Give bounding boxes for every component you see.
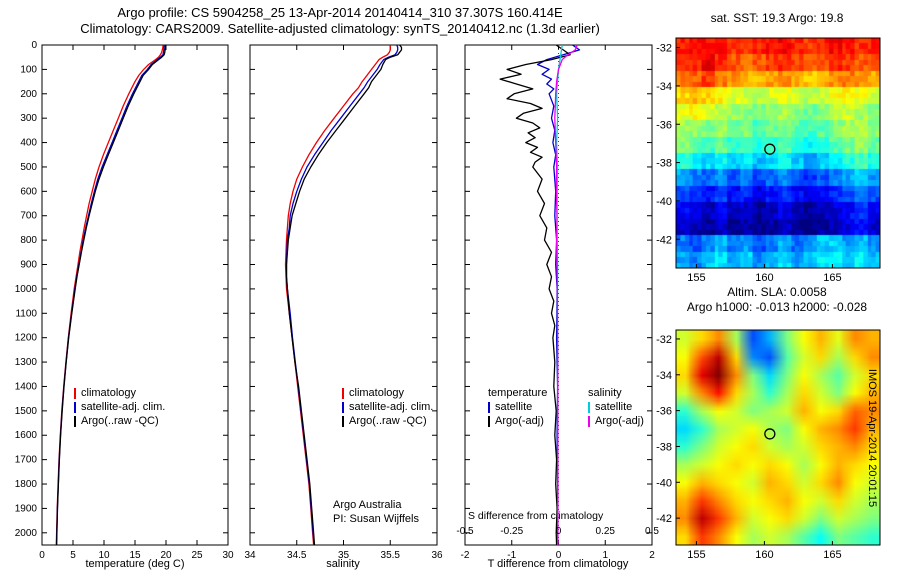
- svg-text:1200: 1200: [15, 333, 38, 344]
- svg-text:-34: -34: [656, 370, 672, 382]
- legend-label-satellite-adj: satellite-adj. clim.: [81, 401, 166, 413]
- s-difference-axis-label: S difference from climatology: [468, 510, 604, 522]
- sla-heatmap-canvas: [676, 330, 880, 545]
- difference_profile-series-temperature-argoadj: [499, 44, 571, 546]
- difference-panel-temperature-legend: temperature satellite Argo(-adj): [488, 386, 547, 428]
- temperature-panel-legend: climatology satellite-adj. clim. Argo(..…: [74, 386, 165, 428]
- svg-text:500: 500: [20, 162, 37, 173]
- svg-text:1500: 1500: [15, 406, 38, 417]
- temperature-axis-label: temperature (deg C): [85, 558, 185, 570]
- svg-text:160: 160: [755, 549, 773, 561]
- svg-text:1400: 1400: [15, 381, 38, 392]
- sla-map-title-line1: Altim. SLA: 0.0058: [727, 285, 827, 299]
- svg-text:-38: -38: [656, 441, 672, 453]
- t-difference-axis-label: T difference from climatology: [487, 558, 629, 570]
- svg-text:1100: 1100: [15, 308, 37, 319]
- svg-text:0: 0: [556, 526, 562, 537]
- svg-text:2000: 2000: [15, 528, 38, 539]
- difference_profile-series-temperature-satellite: [536, 44, 581, 545]
- svg-text:1300: 1300: [15, 357, 38, 368]
- svg-text:900: 900: [20, 260, 37, 271]
- svg-text:0: 0: [31, 40, 37, 51]
- svg-text:1900: 1900: [15, 503, 38, 514]
- legend-label-satellite-s: satellite: [595, 401, 633, 413]
- svg-text:1800: 1800: [15, 479, 38, 490]
- sst-heatmap-canvas: [676, 38, 880, 268]
- legend-label-climatology: climatology: [81, 387, 137, 399]
- imos-timestamp-text: IMOS 19-Apr-2014 20:01:15: [866, 368, 878, 508]
- svg-text:100: 100: [20, 64, 37, 75]
- svg-text:600: 600: [20, 186, 37, 197]
- svg-text:-42: -42: [656, 513, 672, 525]
- satellite-tdiff-swatch: [488, 401, 490, 413]
- figure-title-line2: Climatology: CARS2009. Satellite-adjuste…: [80, 21, 600, 36]
- svg-text:700: 700: [20, 211, 37, 222]
- difference-panel-salinity-legend: salinity satellite Argo(-adj): [588, 386, 644, 428]
- legend-label-argo-s: Argo(-adj): [595, 415, 644, 427]
- temperature_profile-panel: [41, 44, 229, 546]
- svg-text:0.25: 0.25: [596, 526, 616, 537]
- difference_profile-panel: [464, 44, 653, 546]
- sla-map-title-line2: Argo h1000: -0.013 h2000: -0.028: [686, 300, 868, 314]
- svg-text:200: 200: [20, 89, 37, 100]
- svg-text:-40: -40: [656, 196, 672, 208]
- svg-text:155: 155: [687, 272, 705, 284]
- svg-text:-42: -42: [656, 234, 672, 246]
- salinity_profile-series-climatology: [284, 45, 391, 546]
- svg-text:165: 165: [823, 272, 841, 284]
- argo-tdiff-swatch: [488, 415, 490, 427]
- salinity_profile-panel: [249, 44, 438, 546]
- legend-label-satellite-adj: satellite-adj. clim.: [349, 401, 434, 413]
- annotation-line1: Argo Australia: [333, 499, 402, 511]
- satellite-adj-line-swatch: [74, 401, 76, 413]
- svg-text:800: 800: [20, 235, 37, 246]
- temperature_profile-series-argorawqc: [55, 45, 167, 546]
- svg-text:165: 165: [823, 549, 841, 561]
- svg-text:300: 300: [20, 113, 37, 124]
- svg-text:-34: -34: [656, 81, 672, 93]
- figure-title-line1: Argo profile: CS 5904258_25 13-Apr-2014 …: [117, 5, 563, 20]
- difference_profile-series-salinity-argoadj: [554, 44, 578, 545]
- legend-label-climatology: climatology: [349, 387, 405, 399]
- salinity_profile-series-satelliteadjclim: [285, 44, 399, 546]
- climatology-line-swatch: [74, 387, 76, 399]
- svg-text:-40: -40: [656, 477, 672, 489]
- legend-label-argo: Argo(..raw -QC): [349, 415, 427, 427]
- salinity_profile-series-argorawqc: [285, 44, 403, 546]
- temperature_profile-series-climatology: [55, 45, 164, 546]
- svg-text:-0.25: -0.25: [500, 526, 523, 537]
- svg-text:-36: -36: [656, 119, 672, 131]
- svg-text:1700: 1700: [15, 455, 38, 466]
- temperature_profile-series-satelliteadjclim: [55, 45, 165, 546]
- svg-text:0.5: 0.5: [645, 526, 659, 537]
- legend-group-temperature: temperature: [488, 387, 548, 399]
- legend-label-satellite-t: satellite: [495, 401, 533, 413]
- svg-text:160: 160: [755, 272, 773, 284]
- satellite-sdiff-swatch: [588, 401, 590, 413]
- argo-line-swatch: [74, 415, 76, 427]
- satellite-adj-line-swatch: [342, 401, 344, 413]
- difference_profile-series-salinity-satellite: [555, 44, 563, 545]
- svg-text:155: 155: [687, 549, 705, 561]
- svg-text:-38: -38: [656, 158, 672, 170]
- argo-australia-annotation: Argo Australia PI: Susan Wijffels: [333, 498, 419, 526]
- legend-label-argo-t: Argo(-adj): [495, 415, 544, 427]
- argo-line-swatch: [342, 415, 344, 427]
- argo-sdiff-swatch: [588, 415, 590, 427]
- svg-text:-0.5: -0.5: [456, 526, 474, 537]
- legend-label-argo: Argo(..raw -QC): [81, 415, 159, 427]
- svg-text:1000: 1000: [15, 284, 38, 295]
- sst-map-title: sat. SST: 19.3 Argo: 19.8: [710, 11, 844, 25]
- annotation-line2: PI: Susan Wijffels: [333, 513, 419, 525]
- svg-text:400: 400: [20, 138, 37, 149]
- salinity-axis-label: salinity: [326, 558, 360, 570]
- climatology-line-swatch: [342, 387, 344, 399]
- legend-group-salinity: salinity: [588, 387, 622, 399]
- svg-text:-32: -32: [656, 43, 672, 55]
- svg-text:-36: -36: [656, 406, 672, 418]
- svg-text:-32: -32: [656, 334, 672, 346]
- svg-text:1600: 1600: [15, 430, 38, 441]
- salinity-panel-legend: climatology satellite-adj. clim. Argo(..…: [342, 386, 433, 428]
